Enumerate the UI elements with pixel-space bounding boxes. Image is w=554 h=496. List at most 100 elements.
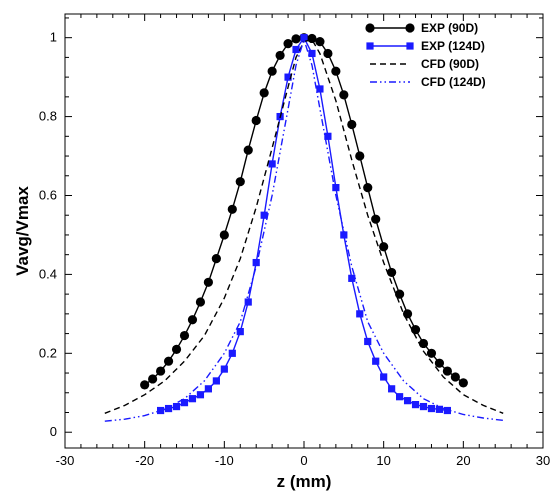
data-point — [243, 145, 253, 155]
data-point — [268, 160, 276, 168]
data-point — [364, 337, 372, 346]
data-point — [195, 297, 206, 307]
data-point — [332, 184, 340, 192]
data-point — [426, 348, 437, 358]
data-point — [379, 242, 389, 252]
series-0 — [140, 33, 468, 390]
data-point — [435, 405, 444, 413]
data-point — [251, 115, 261, 126]
data-point — [388, 385, 396, 393]
data-point — [403, 397, 412, 405]
data-point — [315, 37, 325, 47]
data-point — [220, 365, 228, 373]
data-point — [275, 50, 285, 61]
data-point — [356, 310, 364, 318]
data-point — [228, 349, 236, 357]
x-tick-label: 30 — [536, 453, 550, 468]
data-point — [410, 325, 421, 335]
series-line — [104, 38, 504, 414]
data-point — [347, 119, 357, 130]
data-point — [380, 373, 388, 381]
y-tick-label: 0.6 — [39, 187, 57, 202]
data-point — [171, 344, 182, 354]
x-tick-label: 10 — [376, 453, 390, 468]
data-point — [180, 399, 189, 407]
data-point — [371, 214, 381, 224]
data-point — [227, 204, 237, 214]
data-point — [402, 309, 413, 319]
data-point — [355, 151, 365, 161]
data-point — [187, 315, 198, 325]
legend-label: EXP (90D) — [421, 21, 478, 35]
data-point — [458, 378, 468, 388]
legend-marker — [366, 42, 374, 50]
data-point — [252, 258, 260, 267]
data-point — [434, 358, 445, 368]
data-point — [212, 377, 220, 385]
data-point — [419, 402, 428, 411]
data-point — [308, 49, 316, 58]
legend-label: CFD (124D) — [421, 75, 486, 89]
legend-label: EXP (124D) — [421, 39, 485, 53]
y-tick-label: 0 — [50, 424, 57, 439]
data-point — [339, 90, 349, 100]
legend: EXP (90D) EXP (124D) CFD (90D) CFD (124D) — [365, 21, 486, 89]
y-tick-label: 0.4 — [39, 266, 57, 281]
data-point — [203, 277, 213, 287]
data-point — [443, 406, 451, 415]
data-point — [156, 366, 166, 376]
data-point — [427, 404, 436, 413]
y-tick-label: 1 — [50, 30, 57, 45]
data-point — [348, 274, 356, 282]
data-point — [163, 356, 174, 366]
data-point — [396, 393, 404, 401]
data-point — [259, 88, 269, 98]
series-layer — [104, 33, 504, 422]
data-point — [411, 401, 420, 409]
data-point — [140, 380, 150, 390]
data-point — [236, 328, 244, 336]
series-line — [104, 37, 504, 422]
data-point — [284, 73, 292, 81]
legend-marker — [405, 23, 415, 33]
data-point — [307, 33, 317, 44]
data-point — [395, 289, 405, 299]
data-point — [188, 395, 197, 403]
data-point — [219, 230, 229, 240]
data-point — [260, 211, 268, 219]
data-point — [323, 48, 333, 59]
data-point — [196, 391, 205, 399]
x-tick-label: 20 — [456, 453, 470, 468]
data-point — [340, 231, 348, 239]
data-point — [372, 357, 380, 365]
y-axis-title: Vavg/Vmax — [13, 186, 32, 276]
data-point — [148, 374, 158, 384]
data-point — [292, 45, 300, 54]
data-point — [235, 177, 245, 187]
data-point — [331, 66, 341, 76]
data-point — [363, 183, 373, 193]
data-point — [211, 254, 221, 264]
x-tick-label: -20 — [135, 453, 154, 468]
x-axis-title: z (mm) — [277, 472, 332, 491]
legend-marker — [406, 42, 414, 50]
legend-label: CFD (90D) — [421, 57, 479, 71]
data-point — [387, 267, 397, 278]
data-point — [164, 404, 173, 413]
y-tick-label: 0.2 — [39, 345, 57, 360]
series-2 — [104, 38, 504, 414]
data-point — [244, 298, 252, 306]
data-point — [300, 34, 308, 42]
data-point — [283, 38, 293, 49]
y-tick-label: 0.8 — [39, 109, 57, 124]
data-point — [267, 66, 277, 76]
data-point — [204, 385, 212, 393]
series-3 — [104, 37, 504, 422]
series-line — [160, 36, 448, 412]
data-point — [316, 85, 324, 93]
data-point — [291, 34, 301, 44]
x-tick-label: -30 — [56, 453, 75, 468]
data-point — [442, 366, 452, 376]
data-point — [450, 372, 460, 382]
